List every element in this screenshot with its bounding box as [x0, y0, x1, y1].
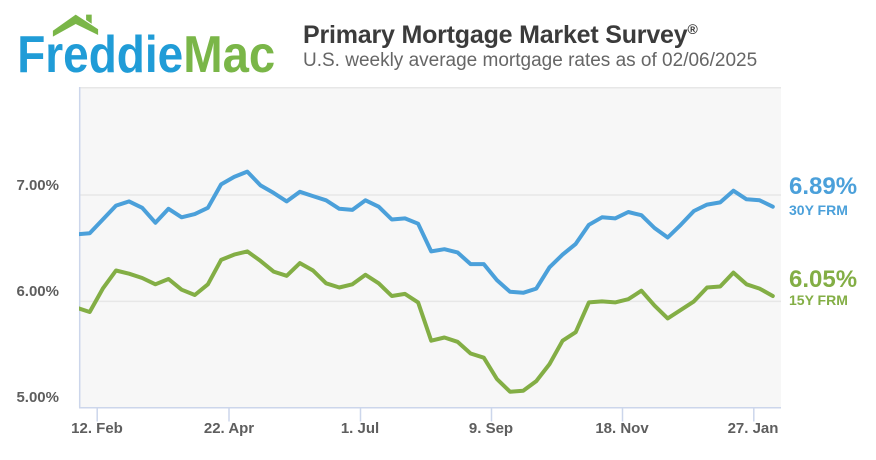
svg-text:Freddie: Freddie [17, 26, 183, 84]
svg-text:Mac: Mac [183, 26, 275, 84]
